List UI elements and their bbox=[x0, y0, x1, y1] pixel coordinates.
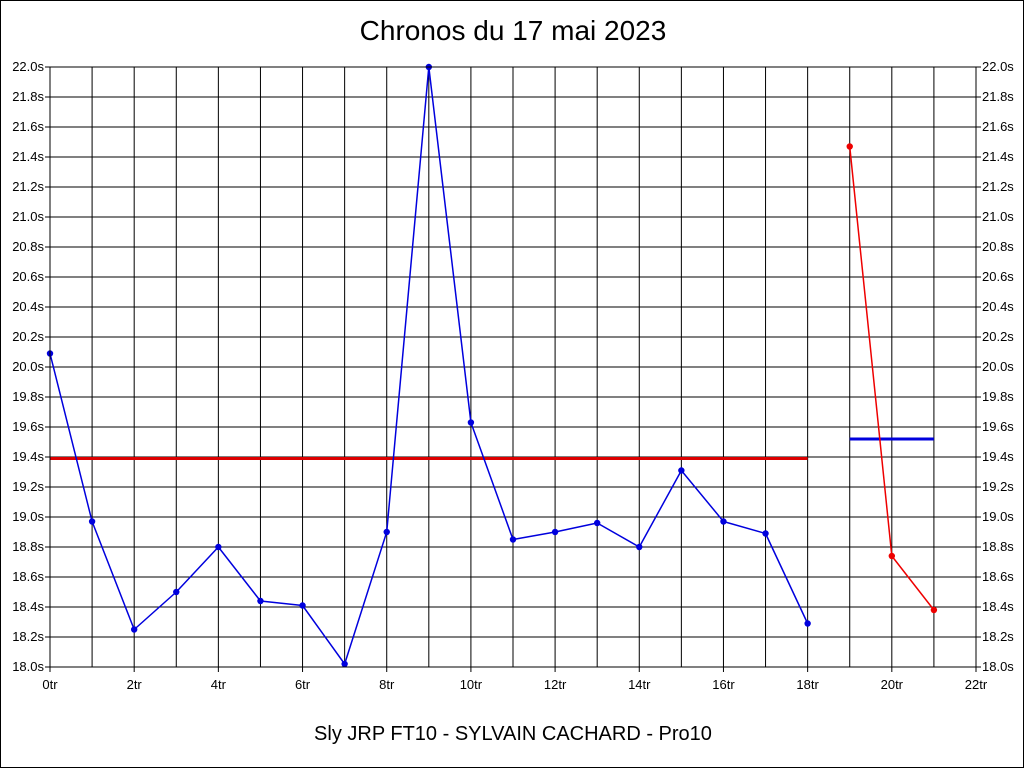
data-point bbox=[383, 528, 390, 536]
data-point bbox=[467, 419, 475, 426]
data-point bbox=[509, 536, 517, 543]
y-tick-label-left: 21.0s bbox=[12, 209, 44, 224]
data-point bbox=[257, 597, 264, 605]
data-point bbox=[341, 660, 348, 668]
y-tick-label-right: 21.6s bbox=[982, 119, 1014, 134]
x-tick-label: 12tr bbox=[544, 677, 567, 692]
y-tick-label-left: 19.4s bbox=[12, 449, 44, 464]
y-tick-label-left: 19.2s bbox=[12, 479, 44, 494]
x-tick-label: 16tr bbox=[712, 677, 735, 692]
plot-border bbox=[49, 66, 977, 668]
data-point bbox=[173, 588, 180, 596]
data-point bbox=[593, 519, 601, 527]
data-point bbox=[762, 530, 769, 537]
data-point bbox=[130, 626, 138, 633]
y-tick-label-right: 19.4s bbox=[982, 449, 1014, 464]
x-tick-label: 8tr bbox=[379, 677, 395, 692]
x-tick-label: 6tr bbox=[295, 677, 311, 692]
y-tick-label-right: 20.4s bbox=[982, 299, 1014, 314]
grid-lines bbox=[45, 66, 981, 672]
x-tick-label: 18tr bbox=[796, 677, 819, 692]
y-tick-label-right: 19.2s bbox=[982, 479, 1014, 494]
data-point bbox=[720, 518, 727, 525]
y-tick-label-left: 20.0s bbox=[12, 359, 44, 374]
data-point bbox=[551, 528, 559, 536]
y-tick-label-left: 18.6s bbox=[12, 569, 44, 584]
y-tick-label-left: 18.0s bbox=[12, 659, 44, 674]
y-tick-label-right: 22.0s bbox=[982, 59, 1014, 74]
x-tick-label: 22tr bbox=[965, 677, 988, 692]
y-tick-label-right: 18.6s bbox=[982, 569, 1014, 584]
y-tick-label-right: 20.8s bbox=[982, 239, 1014, 254]
y-tick-label-left: 18.2s bbox=[12, 629, 44, 644]
y-tick-label-right: 19.0s bbox=[982, 509, 1014, 524]
data-point bbox=[678, 467, 685, 474]
x-tick-label: 2tr bbox=[127, 677, 143, 692]
y-tick-label-left: 20.6s bbox=[12, 269, 44, 284]
x-tick-label: 10tr bbox=[460, 677, 483, 692]
y-tick-label-right: 20.0s bbox=[982, 359, 1014, 374]
y-tick-label-left: 20.4s bbox=[12, 299, 44, 314]
chart-footer: Sly JRP FT10 - SYLVAIN CACHARD - Pro10 bbox=[314, 723, 712, 745]
y-tick-label-left: 18.4s bbox=[12, 599, 44, 614]
x-tick-label: 0tr bbox=[42, 677, 58, 692]
y-tick-label-right: 20.6s bbox=[982, 269, 1014, 284]
y-tick-label-right: 18.8s bbox=[982, 539, 1014, 554]
y-tick-label-right: 20.2s bbox=[982, 329, 1014, 344]
y-tick-label-left: 19.0s bbox=[12, 509, 44, 524]
y-tick-label-left: 20.2s bbox=[12, 329, 44, 344]
y-tick-label-left: 18.8s bbox=[12, 539, 44, 554]
y-tick-label-right: 21.8s bbox=[982, 89, 1014, 104]
y-tick-label-right: 19.8s bbox=[982, 389, 1014, 404]
data-point bbox=[888, 552, 896, 560]
y-tick-label-left: 22.0s bbox=[12, 59, 44, 74]
y-tick-label-right: 18.4s bbox=[982, 599, 1014, 614]
data-point bbox=[88, 518, 96, 525]
data-point bbox=[930, 606, 938, 614]
y-tick-label-right: 18.0s bbox=[982, 659, 1014, 674]
y-tick-label-right: 21.4s bbox=[982, 149, 1014, 164]
data-point bbox=[299, 602, 306, 609]
y-tick-label-left: 21.4s bbox=[12, 149, 44, 164]
x-tick-label: 14tr bbox=[628, 677, 651, 692]
y-tick-label-right: 21.2s bbox=[982, 179, 1014, 194]
y-tick-label-right: 21.0s bbox=[982, 209, 1014, 224]
data-point bbox=[636, 543, 643, 551]
data-point bbox=[215, 543, 222, 551]
y-tick-label-left: 19.8s bbox=[12, 389, 44, 404]
y-tick-label-left: 21.6s bbox=[12, 119, 44, 134]
data-point bbox=[846, 143, 853, 150]
y-tick-label-left: 21.8s bbox=[12, 89, 44, 104]
y-tick-label-right: 18.2s bbox=[982, 629, 1014, 644]
x-tick-label: 4tr bbox=[211, 677, 227, 692]
x-tick-label: 20tr bbox=[881, 677, 904, 692]
y-tick-label-right: 19.6s bbox=[982, 419, 1014, 434]
y-tick-label-left: 20.8s bbox=[12, 239, 44, 254]
reference-lines bbox=[50, 437, 934, 460]
y-tick-label-left: 21.2s bbox=[12, 179, 44, 194]
chart-title: Chronos du 17 mai 2023 bbox=[359, 15, 667, 46]
tick-labels: 18.0s 18.0s 18.2s 18.2s 18.4s 18.4s 18.6s 18.6s… bbox=[12, 59, 1014, 692]
data-point bbox=[804, 620, 811, 627]
y-tick-label-left: 19.6s bbox=[12, 419, 44, 434]
